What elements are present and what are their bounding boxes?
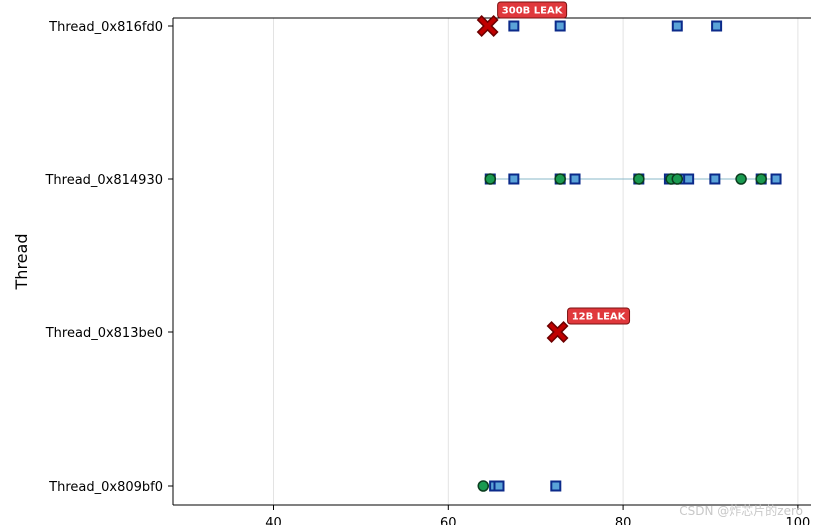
y-tick-label: Thread_0x813be0 xyxy=(45,326,163,341)
grid-lines xyxy=(273,18,799,505)
x-tick-label: 60 xyxy=(440,516,457,525)
leak-label-box xyxy=(497,1,568,19)
data-marks xyxy=(476,15,782,492)
allocation-marker xyxy=(569,173,581,185)
leak-label: 300B LEAK xyxy=(502,6,564,17)
leak-labels: 300B LEAK 12B LEAK xyxy=(497,1,631,325)
allocation-marker xyxy=(554,20,566,32)
y-axis-title: Thread xyxy=(12,234,31,291)
leak-marker xyxy=(548,323,567,341)
allocation-marker xyxy=(550,480,562,492)
allocation-marker xyxy=(508,173,520,185)
x-tick-label: 80 xyxy=(615,516,632,525)
allocation-marker xyxy=(711,20,723,32)
free-marker xyxy=(735,173,747,185)
watermark: CSDN @炸芯片的zero xyxy=(679,504,803,518)
axes: 40 60 80 100 Thread_0x816fd0 Thread_0x814930 T… xyxy=(12,17,811,525)
allocation-marker xyxy=(770,173,782,185)
y-tick-label: Thread_0x814930 xyxy=(44,173,163,188)
allocation-marker xyxy=(508,20,520,32)
leak-marker xyxy=(478,17,497,35)
allocation-marker xyxy=(671,20,683,32)
allocation-marker xyxy=(709,173,721,185)
free-marker xyxy=(477,480,490,492)
allocation-marker xyxy=(683,173,695,185)
x-tick-label: 100 xyxy=(785,516,810,525)
free-marker xyxy=(554,173,566,185)
x-tick-label: 40 xyxy=(265,516,282,525)
free-marker xyxy=(633,173,645,185)
free-marker xyxy=(755,173,767,185)
leak-label: 12B LEAK xyxy=(572,312,627,323)
leak-label-box xyxy=(567,307,631,325)
allocation-marker xyxy=(493,480,505,492)
y-tick-label: Thread_0x809bf0 xyxy=(48,480,163,495)
free-marker xyxy=(484,173,497,185)
y-tick-label: Thread_0x816fd0 xyxy=(48,20,163,35)
free-marker xyxy=(671,173,684,185)
